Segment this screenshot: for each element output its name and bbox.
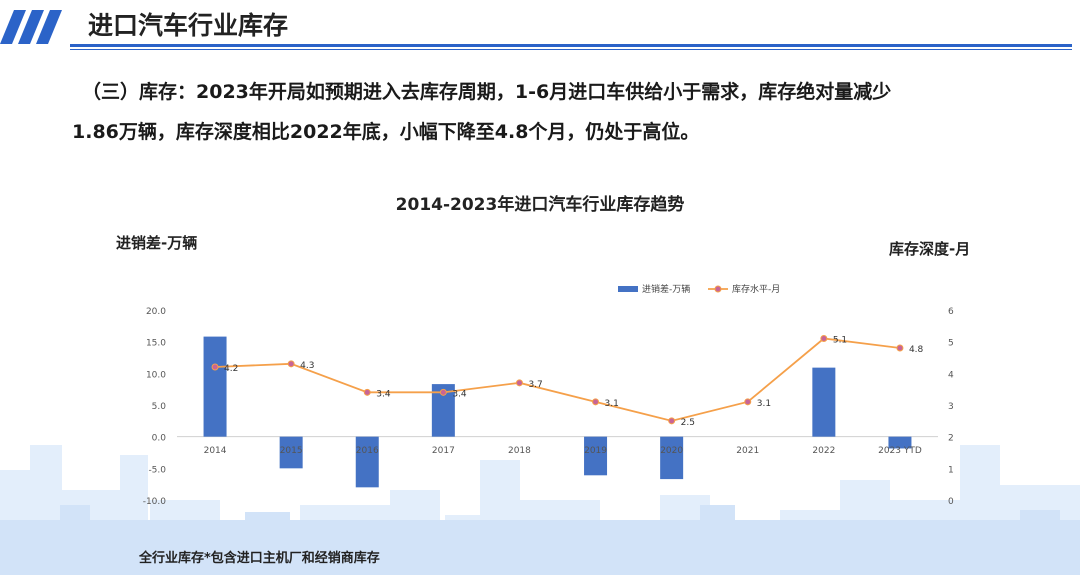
- left-tick-label: 5.0: [152, 402, 167, 412]
- line-data-label: 4.2: [224, 364, 238, 374]
- header-divider-thin: [70, 49, 1072, 50]
- bar-2017: [431, 384, 455, 437]
- category-label: 2020: [660, 446, 683, 456]
- left-tick-label: 10.0: [146, 370, 166, 380]
- legend-line-marker: [714, 285, 722, 293]
- line-point-2015: [287, 360, 295, 368]
- bar-2020: [660, 436, 684, 480]
- left-axis-title: 进销差-万辆: [116, 234, 198, 252]
- category-label: 2015: [280, 446, 303, 456]
- line-data-label: 3.4: [452, 389, 467, 399]
- line-data-label: 3.1: [757, 399, 771, 409]
- line-point-2014: [211, 363, 219, 371]
- line-point-2016: [363, 388, 371, 396]
- summary-line-2: 1.86万辆，库存深度相比2022年底，小幅下降至4.8个月，仍处于高位。: [72, 121, 700, 143]
- right-tick-label: 0: [948, 497, 954, 507]
- category-label: 2017: [432, 446, 455, 456]
- bar-2015: [279, 436, 303, 469]
- category-label: 2019: [584, 446, 607, 456]
- summary-paragraph: （三）库存：2023年开局如预期进入去库存周期，1-6月进口车供给小于需求，库存…: [72, 72, 1072, 152]
- line-data-label: 5.1: [833, 336, 847, 346]
- line-data-label: 3.4: [376, 389, 391, 399]
- left-tick-label: 15.0: [146, 339, 166, 349]
- bar-2019: [584, 436, 608, 476]
- category-label: 2022: [812, 446, 835, 456]
- left-tick-label: -5.0: [148, 465, 166, 475]
- category-label: 2023 YTD: [878, 446, 922, 456]
- line-point-2023 YTD: [896, 344, 904, 352]
- summary-line-1: （三）库存：2023年开局如预期进入去库存周期，1-6月进口车供给小于需求，库存…: [82, 81, 892, 103]
- line-data-label: 2.5: [681, 418, 695, 428]
- left-tick-label: -10.0: [143, 497, 167, 507]
- line-data-label: 4.3: [300, 361, 314, 371]
- line-data-label: 4.8: [909, 345, 924, 355]
- category-label: 2014: [204, 446, 227, 456]
- left-tick-label: 20.0: [146, 307, 166, 317]
- right-tick-label: 2: [948, 434, 954, 444]
- line-point-2017: [439, 388, 447, 396]
- right-tick-label: 1: [948, 465, 954, 475]
- footnote: 全行业库存*包含进口主机厂和经销商库存: [139, 551, 380, 566]
- line-series-inventory: [215, 337, 901, 422]
- right-tick-label: 3: [948, 402, 954, 412]
- left-tick-label: 0.0: [152, 434, 167, 444]
- header-divider: [70, 44, 1072, 47]
- page-title: 进口汽车行业库存: [88, 11, 289, 40]
- header-stripes-logo: [0, 10, 62, 44]
- bar-2022: [812, 367, 836, 437]
- right-axis-title: 库存深度-月: [889, 240, 971, 258]
- right-tick-label: 6: [948, 307, 954, 317]
- bar-2014: [203, 336, 227, 437]
- chart-title: 2014-2023年进口汽车行业库存趋势: [395, 195, 685, 215]
- legend-line-label: 库存水平-月: [732, 283, 780, 295]
- line-point-2018: [515, 379, 523, 387]
- legend-bar-swatch: [618, 286, 638, 292]
- legend-bar-label: 进销差-万辆: [642, 283, 690, 295]
- line-point-2020: [668, 417, 676, 425]
- line-point-2021: [744, 398, 752, 406]
- category-label: 2016: [356, 446, 379, 456]
- line-point-2022: [820, 335, 828, 342]
- line-data-label: 3.7: [528, 380, 542, 390]
- bar-2016: [355, 436, 379, 488]
- right-tick-label: 4: [948, 370, 954, 380]
- line-point-2019: [592, 398, 600, 406]
- right-tick-label: 5: [948, 339, 954, 349]
- bar-2023 YTD: [888, 436, 912, 449]
- line-data-label: 3.1: [605, 399, 619, 409]
- category-label: 2018: [508, 446, 531, 456]
- category-label: 2021: [736, 446, 759, 456]
